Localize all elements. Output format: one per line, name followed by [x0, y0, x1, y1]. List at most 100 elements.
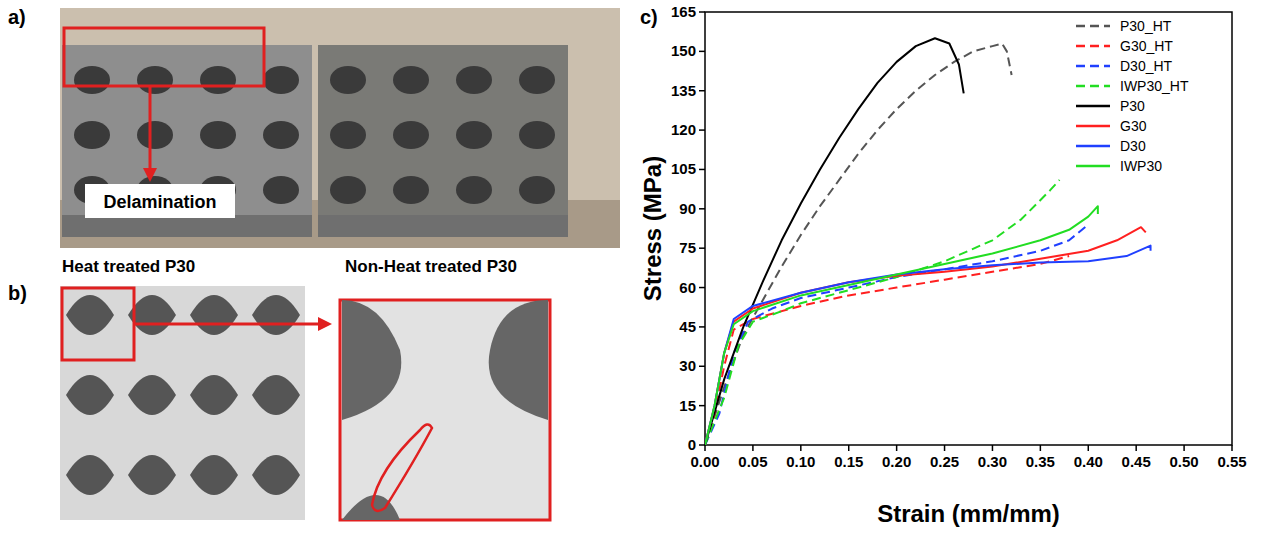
legend-swatch	[1076, 85, 1110, 88]
x-tick-label: 0.40	[1074, 453, 1103, 470]
lattice-hole	[263, 66, 299, 94]
x-tick	[1231, 445, 1233, 451]
y-tick	[699, 247, 705, 249]
legend-label: P30	[1120, 98, 1145, 114]
sample-label: Heat treated P30	[62, 257, 195, 276]
series-line	[705, 38, 964, 445]
x-tick-label: 0.45	[1122, 453, 1151, 470]
series-line	[705, 227, 1146, 445]
arrowhead	[143, 168, 157, 182]
highlight-box	[64, 28, 264, 86]
x-tick-label: 0.00	[690, 453, 719, 470]
y-tick-label: 105	[671, 160, 696, 177]
x-tick	[944, 445, 946, 451]
zoom-view	[340, 300, 550, 520]
non-heat-treated-sample	[318, 45, 568, 237]
pore	[128, 375, 176, 415]
lattice-hole	[456, 121, 492, 149]
lattice-hole	[330, 66, 366, 94]
lattice-hole	[200, 121, 236, 149]
legend-label: G30	[1120, 118, 1147, 134]
y-tick-label: 150	[671, 42, 696, 59]
lattice-hole	[393, 121, 429, 149]
heat-treated-sample	[62, 45, 312, 237]
base-plate	[318, 215, 568, 237]
x-tick	[1183, 445, 1185, 451]
pore	[252, 455, 300, 495]
legend-swatch	[1076, 45, 1110, 48]
panel-letter: a)	[8, 6, 26, 28]
lattice-block	[62, 45, 312, 230]
y-tick-label: 75	[679, 239, 696, 256]
lattice-hole	[519, 66, 555, 94]
x-tick	[992, 445, 994, 451]
lattice-hole	[74, 66, 110, 94]
cross-section	[60, 286, 305, 520]
lattice-hole	[137, 66, 173, 94]
annotation: Delamination	[103, 192, 216, 212]
plot-lines	[705, 38, 1151, 445]
x-tick-label: 0.05	[738, 453, 767, 470]
lattice-hole	[74, 121, 110, 149]
y-tick-label: 135	[671, 82, 696, 99]
y-tick	[699, 326, 705, 328]
lattice-hole	[456, 176, 492, 204]
lattice-hole	[263, 121, 299, 149]
x-axis-title: Strain (mm/mm)	[877, 500, 1060, 527]
y-tick-label: 30	[679, 357, 696, 374]
legend-swatch	[1076, 25, 1110, 28]
lattice-hole	[137, 121, 173, 149]
lattice-hole	[393, 176, 429, 204]
base-plate	[62, 215, 312, 237]
pore	[66, 455, 114, 495]
pore	[128, 455, 176, 495]
x-tick	[848, 445, 850, 451]
legend: P30_HTG30_HTD30_HTIWP30_HTP30G30D30IWP30	[1076, 18, 1189, 174]
lattice-hole	[393, 66, 429, 94]
x-tick-label: 0.30	[978, 453, 1007, 470]
x-tick	[752, 445, 754, 451]
pore	[66, 375, 114, 415]
pore	[342, 300, 401, 420]
y-tick-label: 120	[671, 121, 696, 138]
y-tick-label: 90	[679, 200, 696, 217]
x-tick	[1088, 445, 1090, 451]
y-tick	[699, 51, 705, 53]
pore	[489, 300, 548, 420]
lattice-hole	[519, 176, 555, 204]
y-tick	[699, 169, 705, 171]
panel-letter: b)	[8, 282, 27, 304]
x-tick	[800, 445, 802, 451]
sample-label: Non-Heat treated P30	[345, 257, 517, 276]
legend-label: G30_HT	[1120, 38, 1173, 54]
lattice-hole	[200, 66, 236, 94]
x-tick-label: 0.10	[786, 453, 815, 470]
photo-background	[60, 8, 620, 248]
y-axis-title: Stress (MPa)	[639, 156, 666, 301]
pore	[66, 295, 114, 335]
y-tick-label: 15	[679, 397, 696, 414]
y-tick	[699, 208, 705, 210]
legend-swatch	[1076, 125, 1110, 128]
x-tick	[1040, 445, 1042, 451]
panel-letter: c)	[640, 6, 658, 28]
x-tick-label: 0.15	[834, 453, 863, 470]
legend-swatch	[1076, 145, 1110, 148]
pore	[190, 295, 238, 335]
series-line	[705, 256, 1069, 445]
legend-swatch	[1076, 65, 1110, 68]
x-tick-label: 0.50	[1169, 453, 1198, 470]
y-tick	[699, 366, 705, 368]
y-tick	[699, 405, 705, 407]
lattice-block	[318, 45, 568, 230]
series-line	[705, 225, 1088, 445]
pore	[190, 455, 238, 495]
x-tick-label: 0.25	[930, 453, 959, 470]
y-tick-label: 0	[688, 436, 696, 453]
y-tick	[699, 129, 705, 131]
crack-outline	[372, 424, 432, 510]
pore	[252, 375, 300, 415]
y-tick	[699, 287, 705, 289]
plot-frame	[705, 12, 1232, 445]
label-box	[85, 184, 235, 218]
